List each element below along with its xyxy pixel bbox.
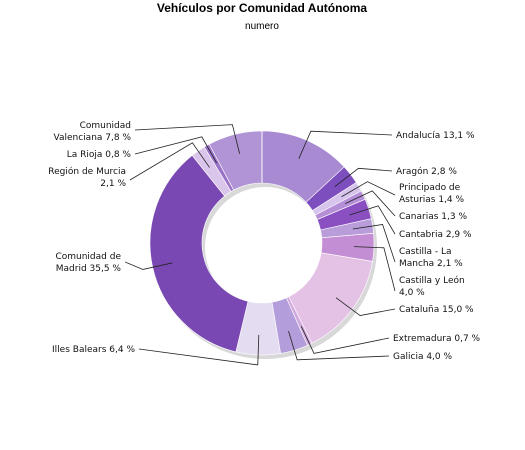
slice-label: Aragón 2,8 % <box>396 166 457 177</box>
leader-line <box>341 181 396 198</box>
chart-subtitle: numero <box>245 21 279 32</box>
leader-line <box>334 167 393 187</box>
slice-label: Illes Balears 6,4 % <box>52 345 135 355</box>
leader-line <box>124 261 173 270</box>
slice-label: Principado de Asturias 1,4 % <box>399 183 465 205</box>
slice-label: Cataluña 15,0 % <box>399 305 474 315</box>
slice-label: Extremadura 0,7 % <box>393 334 481 344</box>
leader-line <box>335 297 396 316</box>
leader-line <box>298 130 393 159</box>
leader-line <box>353 246 396 292</box>
labels-layer: Andalucía 13,1 % Aragón 2,8 % Principado d… <box>48 121 481 366</box>
leader-line <box>300 326 390 354</box>
chart-title: Vehículos por Comunidad Autónoma <box>157 1 368 15</box>
leader-line <box>134 136 217 164</box>
slice-label: Canarias 1,3 % <box>399 212 467 222</box>
slice-label: Comunidad Valenciana 7,8 % <box>54 121 132 143</box>
slice-label: Castilla y León 4,0 % <box>399 275 465 298</box>
leader-line <box>138 334 260 366</box>
slice-label: Región de Murcia 2,1 % <box>48 166 126 189</box>
slice-label: Andalucía 13,1 % <box>396 131 475 141</box>
slice-label: Comunidad de Madrid 35,5 % <box>55 252 121 274</box>
slice-label: Castilla - La Mancha 2,1 % <box>399 247 463 269</box>
leader-line <box>344 190 396 217</box>
leader-line <box>352 224 396 263</box>
leader-line <box>129 142 210 181</box>
leader-line <box>134 124 241 154</box>
slices-layer <box>149 125 377 359</box>
leader-line <box>288 330 390 361</box>
slice-label: Galicia 4,0 % <box>393 352 452 362</box>
leader-line <box>349 205 396 235</box>
slice-label: La Rioja 0,8 % <box>67 150 132 160</box>
slice-comunidad-de-madrid <box>149 154 249 353</box>
slice-label: Cantabria 2,9 % <box>399 230 472 240</box>
